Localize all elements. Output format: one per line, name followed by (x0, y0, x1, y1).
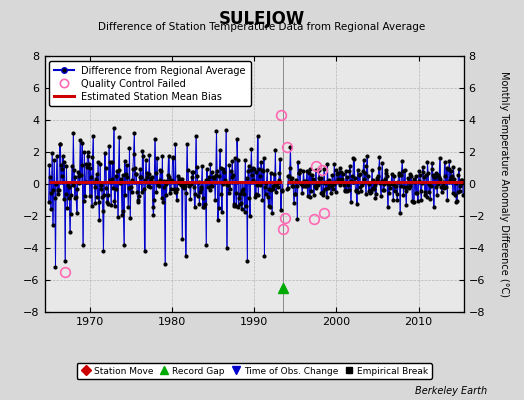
Text: Berkeley Earth: Berkeley Earth (415, 386, 487, 396)
Legend: Station Move, Record Gap, Time of Obs. Change, Empirical Break: Station Move, Record Gap, Time of Obs. C… (77, 363, 432, 379)
Text: SULEJOW: SULEJOW (219, 10, 305, 28)
Text: Difference of Station Temperature Data from Regional Average: Difference of Station Temperature Data f… (99, 22, 425, 32)
Y-axis label: Monthly Temperature Anomaly Difference (°C): Monthly Temperature Anomaly Difference (… (499, 71, 509, 297)
